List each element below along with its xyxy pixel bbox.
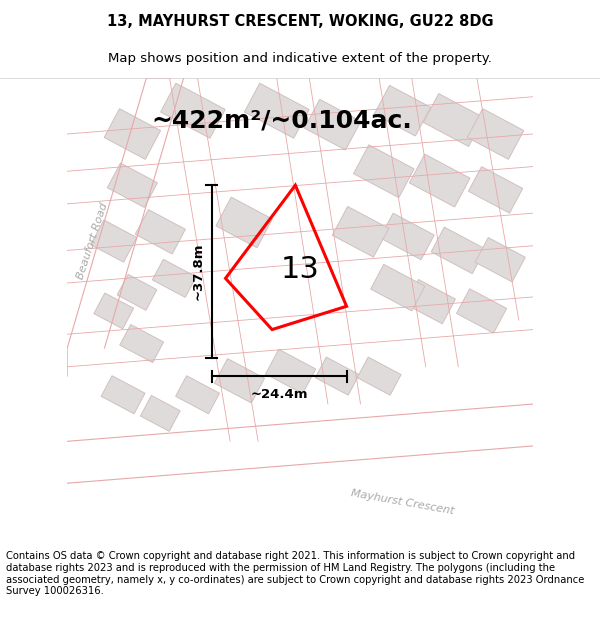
Polygon shape [266, 349, 316, 394]
Polygon shape [424, 94, 484, 146]
Text: Map shows position and indicative extent of the property.: Map shows position and indicative extent… [108, 52, 492, 65]
Polygon shape [161, 83, 225, 138]
Polygon shape [357, 357, 401, 395]
Polygon shape [467, 109, 524, 159]
Text: Beaufort Road: Beaufort Road [76, 201, 110, 281]
Polygon shape [104, 109, 161, 159]
Polygon shape [475, 238, 525, 282]
Polygon shape [244, 83, 309, 138]
Text: 13, MAYHURST CRESCENT, WOKING, GU22 8DG: 13, MAYHURST CRESCENT, WOKING, GU22 8DG [107, 14, 493, 29]
Polygon shape [457, 289, 506, 333]
Polygon shape [332, 206, 389, 257]
Polygon shape [316, 357, 359, 395]
Text: ~37.8m: ~37.8m [191, 242, 205, 300]
Text: ~24.4m: ~24.4m [250, 388, 308, 401]
Text: 13: 13 [281, 254, 319, 284]
Polygon shape [216, 197, 272, 248]
Polygon shape [214, 359, 265, 403]
Polygon shape [120, 324, 164, 362]
Polygon shape [406, 279, 455, 324]
Polygon shape [91, 220, 137, 262]
Polygon shape [101, 376, 145, 414]
Text: ~422m²/~0.104ac.: ~422m²/~0.104ac. [151, 108, 412, 132]
Polygon shape [371, 264, 425, 311]
Polygon shape [94, 293, 134, 329]
Polygon shape [353, 145, 414, 198]
Text: Mayhurst Crescent: Mayhurst Crescent [350, 488, 455, 516]
Polygon shape [107, 163, 157, 208]
Polygon shape [135, 209, 185, 254]
Polygon shape [380, 213, 434, 260]
Polygon shape [431, 227, 485, 274]
Polygon shape [469, 167, 523, 213]
Polygon shape [140, 396, 180, 431]
Text: Contains OS data © Crown copyright and database right 2021. This information is : Contains OS data © Crown copyright and d… [6, 551, 584, 596]
Polygon shape [176, 376, 220, 414]
Polygon shape [409, 154, 470, 207]
Polygon shape [152, 259, 196, 298]
Polygon shape [117, 274, 157, 310]
Polygon shape [374, 86, 431, 136]
Polygon shape [304, 99, 361, 150]
